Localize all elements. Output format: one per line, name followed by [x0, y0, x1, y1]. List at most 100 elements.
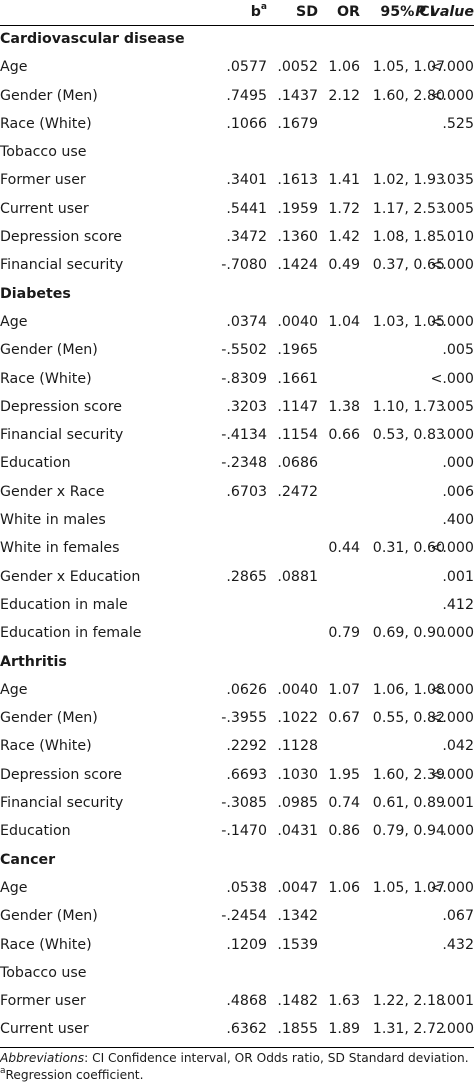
- row-label: Tobacco use: [0, 144, 87, 161]
- cell-b: .5441: [226, 200, 267, 217]
- cell-p-value: <.0001: [430, 87, 474, 104]
- cell-or: 1.95: [328, 766, 360, 783]
- cell-or: 1.41: [328, 172, 360, 189]
- cell-p-value: .0107: [442, 229, 474, 246]
- cell-p-value: .0006: [442, 625, 474, 642]
- row-label: Age: [0, 879, 28, 896]
- row-label: Education: [0, 823, 71, 840]
- cell-sd: .1360: [277, 229, 318, 246]
- cell-or: 0.79: [328, 625, 360, 642]
- cell-b: .3203: [226, 398, 267, 415]
- cell-ci: 0.37, 0.65: [372, 257, 445, 274]
- cell-b: .1066: [226, 115, 267, 132]
- cell-ci: 0.79, 0.94: [372, 823, 445, 840]
- cell-or: 1.89: [328, 1021, 360, 1038]
- cell-b: -.8309: [221, 370, 267, 387]
- row-label: Depression score: [0, 398, 122, 415]
- cell-or: 1.38: [328, 398, 360, 415]
- table-row: Former user .3401 .1613 1.41 1.02, 1.93.0350: [0, 166, 474, 194]
- header-ci: 95% CI: [380, 4, 435, 20]
- row-label: White in females: [0, 540, 120, 557]
- cell-sd: .0985: [277, 795, 318, 812]
- cell-ci: 1.31, 2.72: [372, 1021, 445, 1038]
- cell-b: -.5502: [221, 342, 267, 359]
- row-label: Financial security: [0, 257, 124, 274]
- cell-ci: 0.69, 0.90: [372, 625, 445, 642]
- regression-note: aRegression coefficient.: [0, 1065, 144, 1082]
- cell-p-value: .0006: [442, 1021, 474, 1038]
- cell-sd: .1030: [277, 766, 318, 783]
- cell-or: 0.66: [328, 427, 360, 444]
- table-row: Race (White) .1209 .1539 .4322: [0, 931, 474, 959]
- table-row: Gender x Education .2865 .0881 .0011: [0, 563, 474, 591]
- cell-or: 1.06: [328, 879, 360, 896]
- cell-p-value: .4322: [442, 936, 474, 953]
- row-label: Race (White): [0, 936, 92, 953]
- row-label: Education in female: [0, 625, 142, 642]
- header-rule: [0, 25, 474, 26]
- cell-sd: .1661: [277, 370, 318, 387]
- cell-or: 0.44: [328, 540, 360, 557]
- cell-sd: .1482: [277, 993, 318, 1010]
- cell-or: 0.74: [328, 795, 360, 812]
- cell-or: 1.07: [328, 681, 360, 698]
- table-row: Age .0626 .0040 1.07 1.06, 1.08<.0001: [0, 676, 474, 704]
- cell-p-value: .0674: [442, 908, 474, 925]
- cell-or: 0.86: [328, 823, 360, 840]
- table-footnotes: Abbreviations: CI Confidence interval, O…: [0, 1050, 474, 1084]
- cell-ci: 0.61, 0.89: [372, 795, 445, 812]
- row-label: Race (White): [0, 738, 92, 755]
- cell-b: .6362: [226, 1021, 267, 1038]
- table-row: Education in female 0.79 0.69, 0.90.0006: [0, 619, 474, 647]
- table-body: Cardiovascular disease Age .0577 .0052 1.06 1…: [0, 25, 474, 1044]
- cell-b: .7495: [226, 87, 267, 104]
- table-row: Tobacco use: [0, 138, 474, 166]
- cell-b: .4868: [226, 993, 267, 1010]
- cell-sd: .1679: [277, 115, 318, 132]
- cell-sd: .0040: [277, 681, 318, 698]
- cell-b: .6703: [226, 483, 267, 500]
- table-row: Depression score .3203 .1147 1.38 1.10, 1.73…: [0, 393, 474, 421]
- cell-b: .2292: [226, 738, 267, 755]
- cell-or: 0.49: [328, 257, 360, 274]
- cell-p-value: .0055: [442, 200, 474, 217]
- cell-p-value: .0006: [442, 823, 474, 840]
- cell-b: .0538: [226, 879, 267, 896]
- row-label: Education in male: [0, 596, 128, 613]
- abbreviations-note: Abbreviations: CI Confidence interval, O…: [0, 1050, 469, 1065]
- cell-sd: .0431: [277, 823, 318, 840]
- table-row: Race (White) .2292 .1128 .0422: [0, 732, 474, 760]
- cell-p-value: .0003: [442, 427, 474, 444]
- cell-b: .3401: [226, 172, 267, 189]
- row-label: Age: [0, 313, 28, 330]
- header-or: OR: [337, 4, 360, 20]
- row-label: Financial security: [0, 795, 124, 812]
- table-row: Depression score .3472 .1360 1.42 1.08, 1.85…: [0, 223, 474, 251]
- cell-b: .1209: [226, 936, 267, 953]
- cell-b: .3472: [226, 229, 267, 246]
- cell-p-value: .0006: [442, 455, 474, 472]
- table-row: Age .0538 .0047 1.06 1.05, 1.07<.0001: [0, 874, 474, 902]
- cell-p-value: .0052: [442, 398, 474, 415]
- table-row: Race (White) -.8309 .1661 <.0001: [0, 365, 474, 393]
- cell-p-value: .0422: [442, 738, 474, 755]
- cell-p-value: .5255: [442, 115, 474, 132]
- cell-sd: .0040: [277, 313, 318, 330]
- cell-b: -.3955: [221, 710, 267, 727]
- row-label: Former user: [0, 172, 86, 189]
- row-label: Gender x Race: [0, 483, 105, 500]
- cell-b: .0626: [226, 681, 267, 698]
- cell-sd: .0686: [277, 455, 318, 472]
- cell-ci: 1.10, 1.73: [372, 398, 445, 415]
- cell-sd: .1613: [277, 172, 318, 189]
- row-label: Education: [0, 455, 71, 472]
- row-label: Depression score: [0, 229, 122, 246]
- row-label: Race (White): [0, 115, 92, 132]
- row-label: Tobacco use: [0, 964, 87, 981]
- cell-p-value: <.0001: [430, 766, 474, 783]
- cell-ci: 1.22, 2.18: [372, 993, 445, 1010]
- row-label: Former user: [0, 993, 86, 1010]
- row-label: Age: [0, 59, 28, 76]
- table-row: Age .0374 .0040 1.04 1.03, 1.05<.0001: [0, 308, 474, 336]
- cell-ci: 0.31, 0.60: [372, 540, 445, 557]
